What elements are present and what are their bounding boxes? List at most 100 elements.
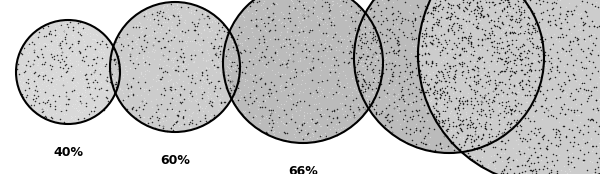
Point xyxy=(256,29,265,31)
Point xyxy=(577,92,587,94)
Point xyxy=(237,12,247,15)
Point xyxy=(490,32,500,35)
Point xyxy=(457,13,466,15)
Point xyxy=(343,82,352,85)
Point xyxy=(159,52,169,55)
Point xyxy=(364,25,374,27)
Point xyxy=(90,48,100,51)
Point xyxy=(284,53,294,56)
Point xyxy=(328,57,337,60)
Point xyxy=(463,71,473,73)
Point xyxy=(142,88,151,91)
Point xyxy=(585,64,595,67)
Point xyxy=(385,36,395,39)
Point xyxy=(360,35,370,37)
Point xyxy=(313,85,323,88)
Point xyxy=(328,92,338,95)
Point xyxy=(533,108,542,111)
Point xyxy=(26,95,36,97)
Point xyxy=(32,46,41,48)
Point xyxy=(520,26,529,29)
Point xyxy=(157,78,166,80)
Point xyxy=(262,96,271,98)
Point xyxy=(224,66,234,69)
Point xyxy=(203,90,213,93)
Point xyxy=(241,113,250,116)
Point xyxy=(466,88,476,91)
Point xyxy=(490,144,500,147)
Point xyxy=(485,79,494,82)
Point xyxy=(455,122,464,125)
Point xyxy=(481,38,490,40)
Point xyxy=(249,95,259,98)
Point xyxy=(510,113,520,116)
Point xyxy=(578,82,588,85)
Point xyxy=(175,39,184,42)
Point xyxy=(482,37,492,39)
Point xyxy=(497,139,507,142)
Point xyxy=(213,80,223,82)
Point xyxy=(527,23,537,26)
Point xyxy=(485,121,495,123)
Point xyxy=(461,17,471,20)
Point xyxy=(35,67,45,69)
Point xyxy=(332,58,341,61)
Point xyxy=(506,33,515,36)
Point xyxy=(241,66,251,69)
Point xyxy=(210,53,220,56)
Point xyxy=(371,88,380,91)
Point xyxy=(115,63,124,66)
Point xyxy=(475,145,484,147)
Point xyxy=(548,8,557,11)
Point xyxy=(446,141,456,144)
Point xyxy=(37,109,47,112)
Point xyxy=(203,87,212,90)
Point xyxy=(315,22,325,25)
Point xyxy=(469,49,478,52)
Point xyxy=(134,35,143,38)
Point xyxy=(21,80,31,83)
Point xyxy=(393,50,403,53)
Point xyxy=(583,97,592,100)
Point xyxy=(18,81,28,84)
Point xyxy=(515,121,525,124)
Point xyxy=(498,91,508,94)
Point xyxy=(254,128,264,131)
Point xyxy=(177,62,187,65)
Point xyxy=(235,78,244,80)
Point xyxy=(417,30,427,33)
Point xyxy=(350,66,359,68)
Point xyxy=(87,89,97,92)
Point xyxy=(488,92,497,94)
Point xyxy=(209,18,218,21)
Point xyxy=(239,84,249,86)
Point xyxy=(233,86,242,89)
Point xyxy=(20,48,29,50)
Point xyxy=(521,172,531,174)
Point xyxy=(442,146,451,149)
Point xyxy=(473,69,482,72)
Point xyxy=(155,30,164,33)
Point xyxy=(353,62,362,65)
Point xyxy=(366,84,376,87)
Point xyxy=(167,27,177,30)
Point xyxy=(362,65,372,68)
Point xyxy=(442,82,451,85)
Point xyxy=(562,10,571,12)
Point xyxy=(580,39,590,42)
Point xyxy=(269,108,279,111)
Point xyxy=(511,46,520,48)
Point xyxy=(378,59,388,61)
Point xyxy=(286,57,295,60)
Point xyxy=(401,132,411,135)
Point xyxy=(462,126,472,129)
Point xyxy=(438,99,448,102)
Point xyxy=(274,19,284,22)
Point xyxy=(506,108,515,111)
Point xyxy=(197,72,207,75)
Point xyxy=(359,74,368,77)
Point xyxy=(547,114,556,116)
Point xyxy=(584,25,594,28)
Point xyxy=(391,59,400,62)
Point xyxy=(194,85,204,88)
